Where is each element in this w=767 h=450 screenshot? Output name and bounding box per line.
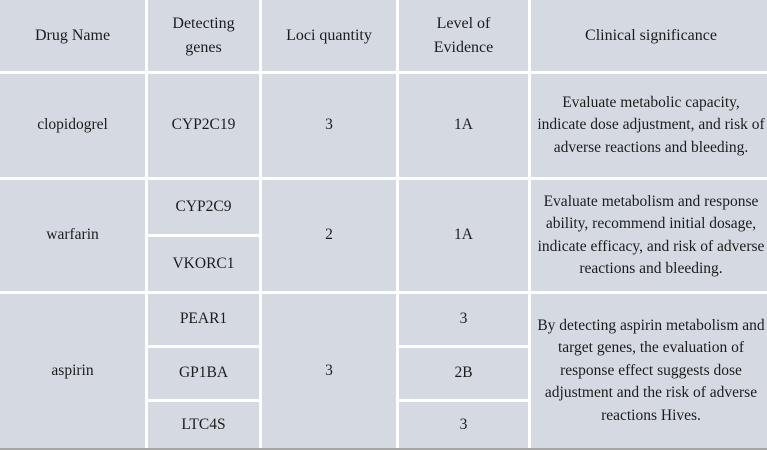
header-loci-quantity: Loci quantity <box>262 0 396 71</box>
cell-gene-ltc4s: LTC4S <box>148 402 259 448</box>
header-row: Drug Name Detecting genes Loci quantity … <box>0 0 767 71</box>
header-level-of-evidence: Level of Evidence <box>399 0 528 71</box>
cell-gene-cyp2c9: CYP2C9 <box>148 180 259 234</box>
cell-drug-warfarin: warfarin <box>0 180 145 291</box>
cell-evidence-pear1: 3 <box>399 294 528 345</box>
row-warfarin-1: warfarin CYP2C9 2 1A Evaluate metabolism… <box>0 180 767 291</box>
cell-significance-warfarin: Evaluate metabolism and response ability… <box>531 180 767 291</box>
cell-gene-gp1ba: GP1BA <box>148 348 259 399</box>
cell-gene-cyp2c19: CYP2C19 <box>148 74 259 177</box>
cell-drug-aspirin: aspirin <box>0 294 145 448</box>
row-aspirin-1: aspirin PEAR1 3 3 By detecting aspirin m… <box>0 294 767 448</box>
cell-evidence-clopidogrel: 1A <box>399 74 528 177</box>
cell-gene-vkorc1: VKORC1 <box>148 237 259 291</box>
row-aspirin-2: GP1BA 2B <box>0 348 767 399</box>
cell-significance-aspirin: By detecting aspirin metabolism and targ… <box>531 294 767 448</box>
cell-loci-aspirin: 3 <box>262 294 396 448</box>
header-detecting-genes: Detecting genes <box>148 0 259 71</box>
row-clopidogrel: clopidogrel CYP2C19 3 1A Evaluate metabo… <box>0 74 767 177</box>
header-drug-name: Drug Name <box>0 0 145 71</box>
cell-evidence-warfarin: 1A <box>399 180 528 291</box>
cell-loci-warfarin: 2 <box>262 180 396 291</box>
cell-drug-clopidogrel: clopidogrel <box>0 74 145 177</box>
cell-loci-clopidogrel: 3 <box>262 74 396 177</box>
cell-evidence-gp1ba: 2B <box>399 348 528 399</box>
header-clinical-significance: Clinical significance <box>531 0 767 71</box>
row-warfarin-2: VKORC1 <box>0 237 767 291</box>
cell-significance-clopidogrel: Evaluate metabolic capacity, indicate do… <box>531 74 767 177</box>
cell-evidence-ltc4s: 3 <box>399 402 528 448</box>
cell-gene-pear1: PEAR1 <box>148 294 259 345</box>
row-aspirin-3: LTC4S 3 <box>0 402 767 448</box>
